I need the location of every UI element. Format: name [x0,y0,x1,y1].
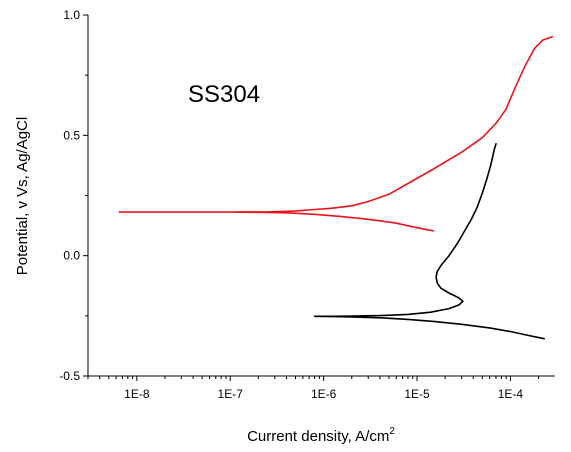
x-tick-label: 1E-6 [311,387,337,401]
curves [118,35,554,340]
y-tick-label: 0.0 [63,249,80,263]
series-line-1 [118,35,554,232]
x-tick-label: 1E-7 [218,387,244,401]
x-tick-label: 1E-8 [124,387,150,401]
y-tick-label: 1.0 [63,8,80,22]
x-axis-title: Current density, A/cm2 [247,426,395,445]
plot-frame [87,15,555,377]
annotation-label: SS304 [188,81,260,108]
y-axis-title: Potential, v Vs, Ag/AgCl [14,117,31,275]
x-tick-label: 1E-5 [404,387,430,401]
axis-ticks [83,14,540,381]
y-tick-label: -0.5 [59,369,80,383]
series-line-2 [313,143,546,340]
y-tick-label: 0.5 [63,128,80,142]
x-axis-title-text: Current density, A/cm [247,428,389,445]
x-axis-title-superscript: 2 [389,426,395,437]
x-tick-label: 1E-4 [498,387,524,401]
tick-labels: -0.5 0.0 0.5 1.0 1E-8 1E-7 1E-6 1E-5 1E-4 [59,8,523,401]
